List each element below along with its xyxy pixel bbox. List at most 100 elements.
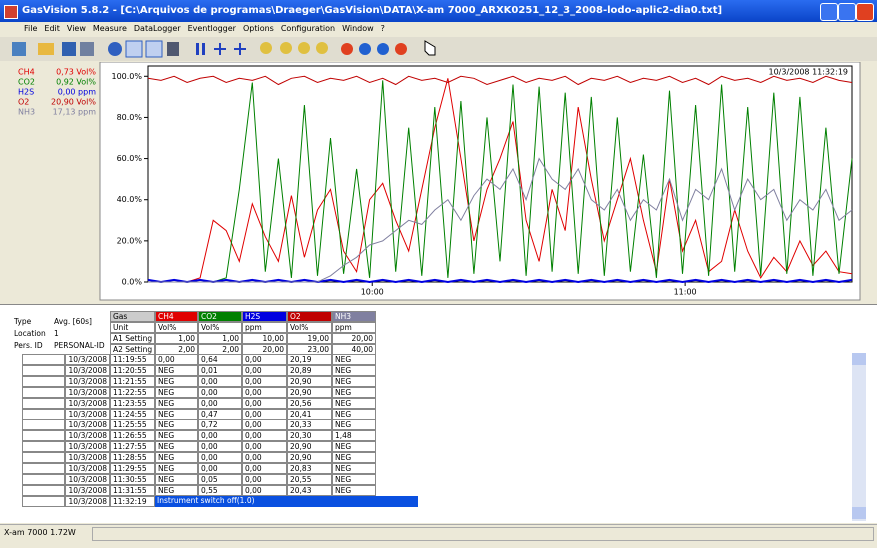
- legend-reading: 0,92 Vol%: [56, 78, 96, 87]
- tool-button[interactable]: [38, 43, 54, 55]
- log-value: 0,00: [198, 397, 242, 409]
- log-date: 10/3/2008: [65, 495, 110, 507]
- close-button[interactable]: [856, 3, 874, 21]
- tool-button[interactable]: [359, 43, 371, 55]
- settings-cell: A1 Setting: [110, 333, 155, 344]
- menu-item[interactable]: File: [24, 24, 38, 33]
- log-value: 0,55: [198, 484, 242, 496]
- tool-button[interactable]: [80, 42, 94, 56]
- tool-button[interactable]: [12, 42, 26, 56]
- settings-cell: O2: [287, 311, 332, 322]
- tool-button[interactable]: [395, 43, 407, 55]
- chart: 10/3/2008 11:32:19 0.0% 20.0% 40.0% 60.0% 80…: [0, 62, 861, 302]
- log-value: 0,01: [198, 364, 242, 376]
- minimize-button[interactable]: [820, 3, 838, 21]
- log-value: 0,00: [198, 375, 242, 387]
- log-value: NEG: [155, 484, 198, 496]
- settings-cell: Vol%: [198, 322, 242, 333]
- log-date: 10/3/2008: [65, 473, 110, 485]
- menu-item[interactable]: Eventlogger: [187, 24, 236, 33]
- settings-cell: Vol%: [287, 322, 332, 333]
- log-date: 10/3/2008: [65, 408, 110, 420]
- log-date: 10/3/2008: [65, 386, 110, 398]
- log-value: 20,19: [287, 354, 332, 365]
- log-time: 11:19:55: [110, 354, 155, 365]
- log-time: 11:21:55: [110, 375, 155, 387]
- tool-button[interactable]: [234, 43, 246, 55]
- log-value: 0,00: [155, 354, 198, 365]
- log-value: 0,00: [242, 463, 287, 474]
- log-value: 0,00: [242, 452, 287, 464]
- maximize-button[interactable]: [838, 3, 856, 21]
- log-value: 0,00: [242, 473, 287, 485]
- settings-cell: 1,00: [155, 333, 198, 344]
- legend-name: H2S: [18, 88, 34, 97]
- scroll-down[interactable]: [852, 507, 866, 519]
- tool-button[interactable]: [298, 42, 310, 54]
- log-value: 0,05: [198, 473, 242, 485]
- settings-cell: CO2: [198, 311, 242, 322]
- menu-item[interactable]: Configuration: [280, 24, 336, 33]
- log-value: NEG: [332, 452, 376, 464]
- x-tick-label: 11:00: [674, 288, 697, 297]
- tool-button[interactable]: [377, 43, 389, 55]
- log-value: 20,33: [287, 419, 332, 431]
- tool-button[interactable]: [424, 40, 436, 56]
- scrollbar[interactable]: [852, 353, 866, 521]
- legend-reading: 20,90 Vol%: [51, 98, 96, 107]
- series-line: [148, 157, 853, 283]
- menu-bar: File Edit View Measure DataLogger Eventlogger…: [0, 22, 877, 36]
- log-value: NEG: [155, 473, 198, 485]
- log-value: 0,64: [198, 354, 242, 365]
- tool-button[interactable]: [108, 42, 122, 56]
- menu-item[interactable]: Edit: [44, 24, 60, 33]
- log-value: NEG: [332, 441, 376, 453]
- settings-cell: Gas: [110, 311, 155, 322]
- tool-button[interactable]: [62, 42, 76, 56]
- menu-item[interactable]: Options: [242, 24, 274, 33]
- scroll-up[interactable]: [852, 353, 866, 365]
- row-indent: [22, 484, 65, 496]
- log-value: 0,00: [198, 452, 242, 464]
- log-value: 20,55: [287, 473, 332, 485]
- settings-cell: 10,00: [242, 333, 287, 344]
- menu-item[interactable]: View: [66, 24, 86, 33]
- log-value: NEG: [332, 419, 376, 431]
- tool-button[interactable]: [167, 42, 179, 56]
- window-title: GasVision 5.8.2 - [C:\Arquivos de progra…: [22, 5, 723, 16]
- tool-button[interactable]: [214, 43, 226, 55]
- log-date: 10/3/2008: [65, 441, 110, 453]
- log-value: NEG: [155, 430, 198, 442]
- tool-button[interactable]: [260, 42, 272, 54]
- data-table: Type Avg. [60s] Location 1 Pers. ID PERSONAL-…: [0, 304, 877, 523]
- legend-name: CH4: [18, 68, 35, 77]
- menu-item[interactable]: DataLogger: [133, 24, 181, 33]
- log-value: NEG: [155, 364, 198, 376]
- tool-button[interactable]: [280, 42, 292, 54]
- log-value: NEG: [155, 397, 198, 409]
- tool-button[interactable]: [202, 43, 205, 55]
- tool-button[interactable]: [196, 43, 199, 55]
- toolbar-icons: [0, 37, 877, 61]
- row-indent: [22, 473, 65, 485]
- log-value: 20,41: [287, 408, 332, 420]
- log-date: 10/3/2008: [65, 375, 110, 387]
- settings-cell: ppm: [332, 322, 376, 333]
- tool-button[interactable]: [145, 40, 163, 58]
- log-time: 11:30:55: [110, 473, 155, 485]
- log-value: 20,30: [287, 430, 332, 442]
- menu-item[interactable]: ?: [380, 24, 385, 33]
- tool-button[interactable]: [341, 43, 353, 55]
- log-value: 20,90: [287, 386, 332, 398]
- settings-cell: Vol%: [155, 322, 198, 333]
- y-tick-label: 40.0%: [117, 195, 143, 204]
- legend-reading: 17,13 ppm: [53, 108, 97, 117]
- settings-cell: ppm: [242, 322, 287, 333]
- y-tick-label: 80.0%: [117, 113, 143, 122]
- legend-reading: 0,00 ppm: [58, 88, 97, 97]
- menu-item[interactable]: Window: [342, 24, 374, 33]
- tool-button[interactable]: [316, 42, 328, 54]
- tool-button[interactable]: [125, 40, 143, 58]
- menu-item[interactable]: Measure: [92, 24, 127, 33]
